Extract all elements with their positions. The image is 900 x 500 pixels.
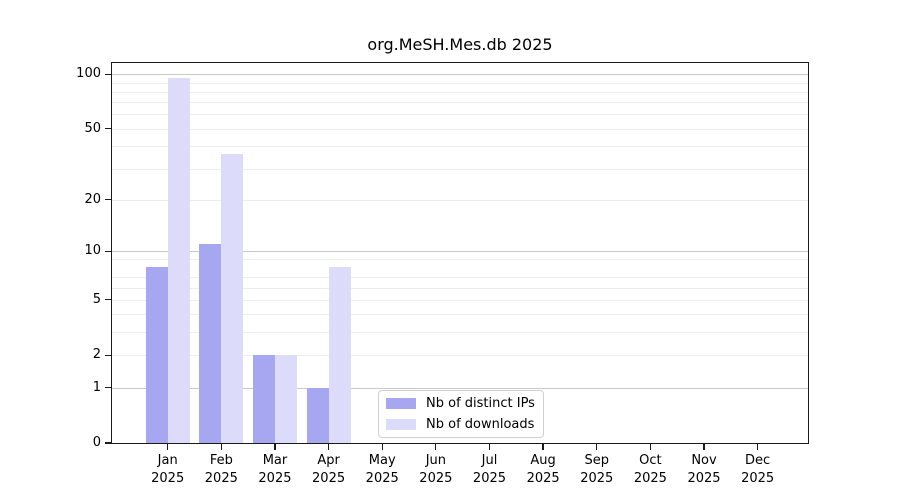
- x-tick-label-apr: Apr 2025: [312, 453, 346, 486]
- y-tick-label-20: 20: [84, 191, 101, 207]
- y-tick-label-1: 1: [92, 379, 101, 395]
- minor-gridline-60: [112, 114, 808, 116]
- y-tick-label-10: 10: [84, 243, 101, 259]
- bar-downloads-jan: [167, 78, 190, 443]
- spine-bottom: [111, 442, 810, 444]
- y-tick-label-100: 100: [76, 66, 101, 82]
- y-tick-label-50: 50: [84, 120, 101, 136]
- chart-title: org.MeSH.Mes.db 2025: [367, 35, 553, 54]
- x-tick-mark-jan: [167, 444, 169, 450]
- x-tick-mark-apr: [327, 444, 330, 450]
- minor-gridline-7: [112, 276, 808, 278]
- bar-downloads-mar: [274, 355, 297, 443]
- minor-gridline-9: [112, 259, 808, 260]
- minor-gridline-20: [112, 199, 808, 201]
- x-tick-mark-may: [381, 444, 383, 450]
- legend: Nb of distinct IPs Nb of downloads: [378, 390, 544, 438]
- x-tick-mark-mar: [274, 444, 276, 450]
- minor-gridline-50: [112, 128, 808, 130]
- minor-gridline-80: [112, 91, 808, 93]
- y-tick-mark-5: [105, 299, 111, 301]
- x-tick-label-mar: Mar 2025: [258, 453, 292, 486]
- x-tick-label-dec: Dec 2025: [741, 453, 775, 486]
- legend-label-distinct-ips: Nb of distinct IPs: [426, 396, 535, 411]
- spine-left: [111, 62, 113, 445]
- major-gridline-100: [112, 74, 808, 76]
- x-tick-label-jan: Jan 2025: [151, 453, 185, 486]
- y-tick-mark-2: [105, 354, 111, 356]
- bar-ips-mar: [252, 355, 275, 443]
- minor-gridline-90: [112, 82, 808, 84]
- x-tick-label-may: May 2025: [365, 453, 399, 486]
- spine-top: [111, 62, 810, 64]
- y-tick-mark-0: [105, 442, 111, 444]
- legend-label-downloads: Nb of downloads: [426, 417, 535, 432]
- x-tick-label-aug: Aug 2025: [526, 453, 560, 486]
- legend-item-distinct-ips: Nb of distinct IPs: [379, 393, 543, 414]
- x-tick-label-nov: Nov 2025: [687, 453, 721, 486]
- x-tick-label-sep: Sep 2025: [580, 453, 614, 486]
- y-tick-mark-20: [105, 199, 111, 201]
- bar-ips-feb: [199, 244, 222, 443]
- minor-gridline-70: [112, 102, 808, 104]
- x-tick-mark-sep: [596, 444, 598, 450]
- minor-gridline-4: [112, 314, 808, 316]
- x-tick-label-feb: Feb 2025: [204, 453, 238, 486]
- bar-ips-apr: [306, 387, 329, 443]
- x-tick-mark-jun: [435, 444, 437, 450]
- y-tick-mark-50: [105, 128, 111, 130]
- x-tick-mark-oct: [649, 444, 652, 450]
- x-tick-mark-feb: [220, 444, 222, 450]
- legend-item-downloads: Nb of downloads: [379, 414, 543, 435]
- x-tick-label-oct: Oct 2025: [633, 453, 667, 486]
- major-gridline-1: [112, 387, 808, 389]
- x-tick-mark-nov: [703, 444, 705, 450]
- spine-right: [807, 62, 809, 445]
- y-tick-label-0: 0: [92, 435, 101, 450]
- bar-downloads-apr: [328, 267, 351, 443]
- x-tick-mark-jul: [488, 444, 491, 450]
- x-tick-label-jul: Jul 2025: [472, 453, 507, 486]
- minor-gridline-2: [112, 355, 808, 357]
- y-tick-mark-10: [105, 250, 111, 253]
- legend-swatch-downloads: [386, 419, 416, 430]
- minor-gridline-3: [112, 332, 808, 334]
- minor-gridline-30: [112, 168, 808, 170]
- y-tick-label-5: 5: [92, 291, 101, 307]
- legend-swatch-distinct-ips: [386, 398, 416, 409]
- plot-area: [112, 63, 808, 443]
- bar-ips-jan: [145, 267, 168, 443]
- major-gridline-10: [112, 251, 808, 253]
- x-tick-mark-aug: [542, 444, 544, 450]
- y-tick-label-2: 2: [92, 347, 101, 363]
- x-tick-label-jun: Jun 2025: [419, 453, 453, 486]
- minor-gridline-6: [112, 287, 808, 289]
- bar-downloads-feb: [221, 154, 244, 443]
- y-tick-mark-100: [105, 73, 111, 75]
- y-tick-mark-1: [105, 386, 111, 389]
- minor-gridline-40: [112, 146, 808, 148]
- minor-gridline-5: [112, 299, 808, 301]
- x-tick-mark-dec: [756, 444, 759, 450]
